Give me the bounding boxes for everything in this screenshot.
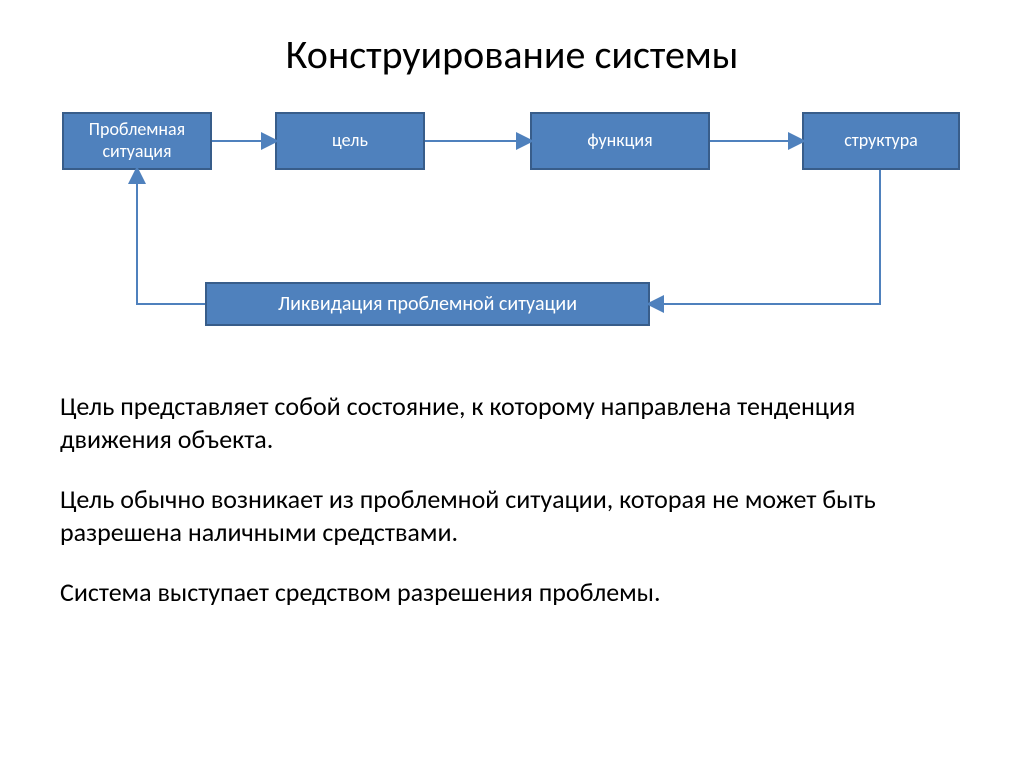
page-title: Конструирование системы (0, 30, 1024, 79)
flow-node-goal: цель (275, 112, 425, 170)
slide-page: Конструирование системы Проблемнаяситуац… (0, 0, 1024, 767)
flow-node-structure: структура (802, 112, 960, 170)
flow-edge (650, 170, 880, 304)
flow-edge (137, 170, 205, 304)
body-text: Цель представляет собой состояние, к кот… (60, 390, 960, 637)
flow-node-function: функция (530, 112, 710, 170)
flow-node-problem-situation: Проблемнаяситуация (62, 112, 212, 170)
flow-node-resolution: Ликвидация проблемной ситуации (205, 282, 650, 326)
paragraph-2: Цель обычно возникает из проблемной ситу… (60, 483, 960, 548)
paragraph-1: Цель представляет собой состояние, к кот… (60, 390, 960, 455)
paragraph-3: Система выступает средством разрешения п… (60, 576, 960, 609)
